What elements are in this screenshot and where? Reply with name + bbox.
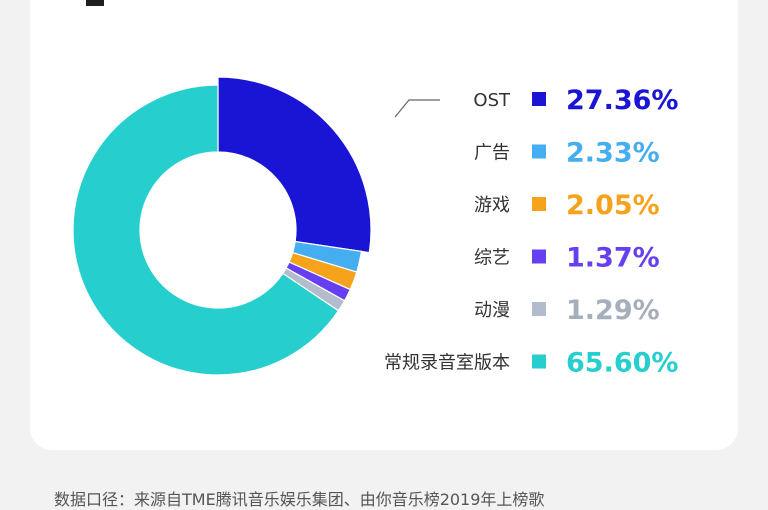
legend-swatch-2 — [532, 197, 546, 211]
legend-swatch-0 — [532, 92, 546, 106]
legend-label-4: 动漫 — [474, 300, 510, 321]
legend-value-2: 2.05% — [566, 190, 660, 221]
source-note: 数据口径：来源自TME腾讯音乐娱乐集团、由你音乐榜2019年上榜歌 — [54, 490, 545, 509]
slice-5 — [72, 84, 340, 376]
legend-value-4: 1.29% — [566, 295, 660, 326]
top-decoration — [86, 0, 104, 6]
legend-label-0: OST — [473, 90, 511, 111]
chart-card — [30, 0, 738, 450]
legend-value-0: 27.36% — [566, 85, 678, 116]
legend-label-5: 常规录音室版本 — [384, 353, 510, 374]
legend-value-3: 1.37% — [566, 243, 660, 274]
ost-leader-line — [394, 99, 440, 118]
legend-value-5: 65.60% — [566, 348, 678, 379]
legend-label-1: 广告 — [474, 143, 510, 164]
legend-value-1: 2.33% — [566, 138, 660, 169]
slice-0 — [217, 76, 372, 254]
legend: OST 27.36% 广告 2.33% 游戏 2.05% 综艺 1.37% 动漫 1.29% 常规录… — [384, 85, 678, 379]
donut-slices — [72, 76, 372, 376]
legend-label-3: 综艺 — [474, 248, 510, 269]
legend-swatch-4 — [532, 302, 546, 316]
legend-swatch-5 — [532, 354, 546, 369]
legend-swatch-1 — [532, 144, 546, 159]
legend-label-2: 游戏 — [474, 195, 510, 216]
legend-swatch-3 — [532, 249, 546, 264]
